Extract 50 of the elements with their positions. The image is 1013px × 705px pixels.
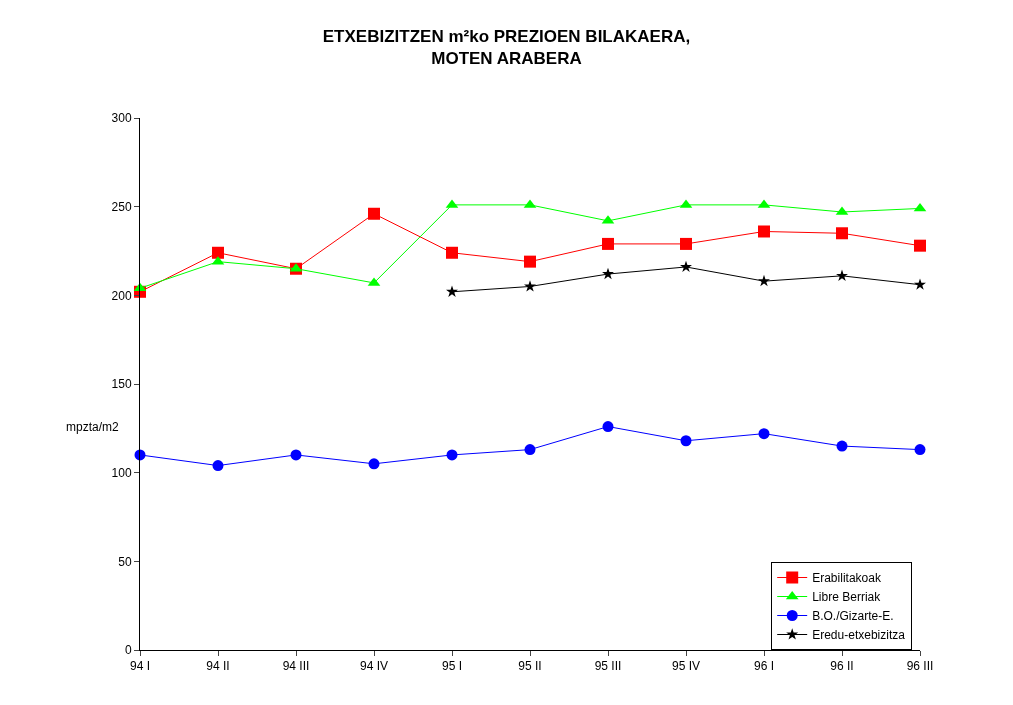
point [446, 285, 458, 297]
point [524, 255, 536, 268]
point [680, 260, 692, 273]
x-tick-label: 94 III [282, 659, 310, 674]
x-tick-label: 94 IV [359, 659, 389, 674]
point [914, 239, 926, 252]
point [680, 435, 692, 447]
point [836, 269, 848, 281]
x-tick-label: 95 III [594, 659, 622, 674]
point [914, 444, 926, 456]
point [368, 207, 380, 220]
point [368, 458, 380, 470]
point [836, 440, 848, 452]
point [602, 267, 614, 280]
x-tick-label: 96 II [830, 659, 854, 674]
y-tick-label: 200 [111, 288, 132, 303]
legend-label: Libre Berriak [812, 590, 882, 605]
y-axis-title: mpzta/m2 [66, 420, 120, 434]
point [446, 246, 458, 259]
point [914, 278, 926, 290]
point [212, 246, 224, 259]
point [212, 460, 224, 472]
x-tick-label: 94 I [129, 659, 151, 674]
x-tick-label: 95 II [518, 659, 542, 674]
legend-label: Erabilitakoak [812, 571, 882, 586]
point [680, 237, 692, 250]
y-tick-label: 100 [111, 465, 132, 480]
x-tick-label: 95 I [441, 659, 463, 674]
x-tick-label: 94 II [206, 659, 230, 674]
legend-label: B.O./Gizarte-E. [812, 609, 894, 624]
y-tick-label: 0 [124, 643, 132, 658]
point [758, 274, 770, 287]
point [446, 449, 458, 461]
point [913, 202, 927, 212]
x-tick-label: 96 I [753, 659, 775, 674]
y-tick-label: 250 [111, 199, 132, 214]
point [602, 421, 614, 433]
point [524, 444, 536, 456]
point [758, 428, 770, 440]
point [758, 225, 770, 238]
x-tick-label: 96 III [906, 659, 934, 674]
chart-title: ETXEBIZITZEN m²ko PREZIOEN BILAKAERA, MOTEN ARABERA [322, 27, 691, 69]
point [602, 237, 614, 250]
y-tick-label: 150 [111, 377, 132, 392]
x-tick-label: 95 IV [671, 659, 701, 674]
y-tick-label: 300 [111, 111, 132, 126]
point [836, 227, 848, 240]
point [290, 449, 302, 461]
y-tick-label: 50 [118, 554, 132, 569]
legend-label: Eredu-etxebizitza [812, 628, 906, 643]
